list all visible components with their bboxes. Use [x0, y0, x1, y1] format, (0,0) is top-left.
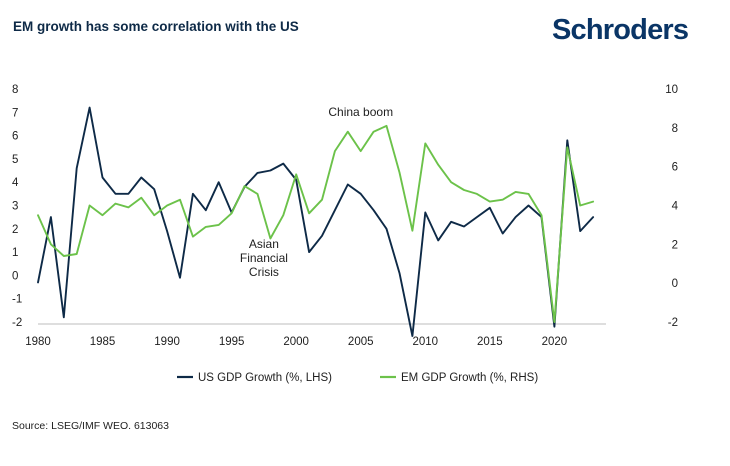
series-line-em-gdp [37, 124, 595, 323]
y-left-tick-label: -1 [12, 294, 22, 306]
brand-logo: Schroders [552, 14, 689, 46]
annotation-label: China boom [328, 105, 393, 119]
y-left-tick-label: -2 [12, 317, 22, 329]
y-left-tick-label: 1 [12, 247, 18, 259]
series-line-us-gdp [37, 106, 595, 337]
y-left-tick-label: 5 [12, 154, 18, 166]
y-left-tick-label: 3 [12, 201, 18, 213]
legend-label: EM GDP Growth (%, RHS) [401, 372, 538, 384]
x-tick-label: 2000 [283, 336, 309, 348]
y-left-tick-label: 6 [12, 131, 18, 143]
y-right-tick-label: 8 [672, 123, 678, 135]
y-left-tick-label: 7 [12, 107, 18, 119]
source-note: Source: LSEG/IMF WEO. 613063 [12, 420, 169, 432]
x-tick-label: 2010 [412, 336, 438, 348]
x-tick-label: 2015 [477, 336, 503, 348]
y-right-tick-label: -2 [668, 317, 678, 329]
x-tick-label: 1985 [90, 336, 116, 348]
y-right-tick-label: 10 [665, 84, 678, 96]
chart-title: EM growth has some correlation with the … [13, 19, 299, 34]
x-tick-label: 1980 [25, 336, 51, 348]
x-tick-label: 1995 [219, 336, 245, 348]
y-right-tick-label: 6 [672, 162, 678, 174]
y-left-tick-label: 0 [12, 270, 18, 282]
y-left-tick-label: 2 [12, 224, 18, 236]
legend-label: US GDP Growth (%, LHS) [198, 372, 332, 384]
x-tick-label: 2005 [348, 336, 374, 348]
y-right-tick-label: 4 [672, 201, 679, 213]
annotation-label: Asian Financial Crisis [240, 237, 288, 279]
y-right-tick-label: 0 [672, 278, 678, 290]
x-tick-label: 1990 [154, 336, 180, 348]
y-right-tick-label: 2 [672, 239, 678, 251]
y-left-tick-label: 4 [12, 177, 19, 189]
x-tick-label: 2020 [542, 336, 568, 348]
y-left-tick-label: 8 [12, 84, 18, 96]
